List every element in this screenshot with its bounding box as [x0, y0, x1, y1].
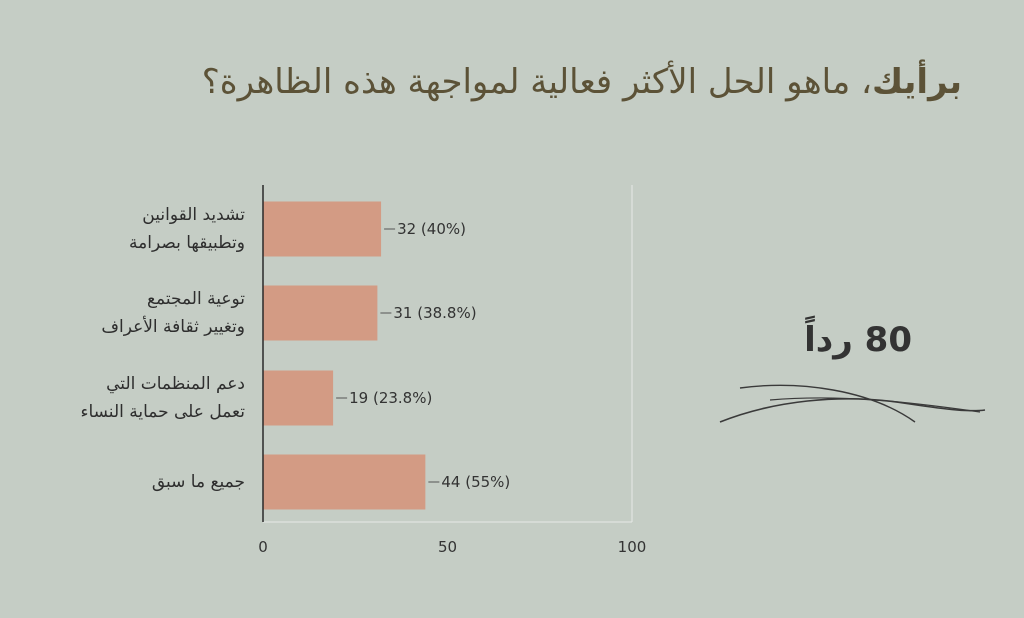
x-tick-1: 50 — [438, 538, 457, 556]
category-label-line: توعية المجتمع — [146, 289, 245, 309]
title-rest: ، ماهو الحل الأكثر فعالية لمواجهة هذه ال… — [201, 62, 872, 102]
decorative-scribble — [719, 384, 986, 423]
value-label-2: 19 (23.8%) — [349, 389, 432, 407]
category-label-line: تعمل على حماية النساء — [80, 402, 245, 422]
response-count: 80 رداً — [804, 320, 912, 360]
bar-2 — [263, 370, 334, 426]
category-label-0: تشديد القوانين وتطبيقها بصرامة — [45, 201, 245, 257]
x-tick-2: 100 — [618, 538, 647, 556]
bar-0 — [263, 201, 382, 257]
chart-title: برأيك، ماهو الحل الأكثر فعالية لمواجهة ه… — [202, 62, 962, 102]
bar-1 — [263, 285, 378, 341]
category-label-line: وتغيير ثقافة الأعراف — [101, 317, 245, 337]
title-bold: برأيك — [872, 62, 962, 102]
category-label-line: جميع ما سبق — [151, 472, 245, 492]
value-label-3: 44 (55%) — [441, 473, 510, 491]
category-label-3: جميع ما سبق — [45, 468, 245, 496]
bar-3 — [263, 454, 426, 510]
category-label-2: دعم المنظمات التي تعمل على حماية النساء — [45, 370, 245, 426]
category-label-1: توعية المجتمع وتغيير ثقافة الأعراف — [45, 285, 245, 341]
value-label-1: 31 (38.8%) — [393, 304, 476, 322]
category-label-line: دعم المنظمات التي — [106, 374, 245, 394]
x-tick-0: 0 — [258, 538, 268, 556]
value-label-0: 32 (40%) — [397, 220, 466, 238]
category-label-line: وتطبيقها بصرامة — [129, 233, 245, 253]
category-label-line: تشديد القوانين — [142, 205, 245, 225]
